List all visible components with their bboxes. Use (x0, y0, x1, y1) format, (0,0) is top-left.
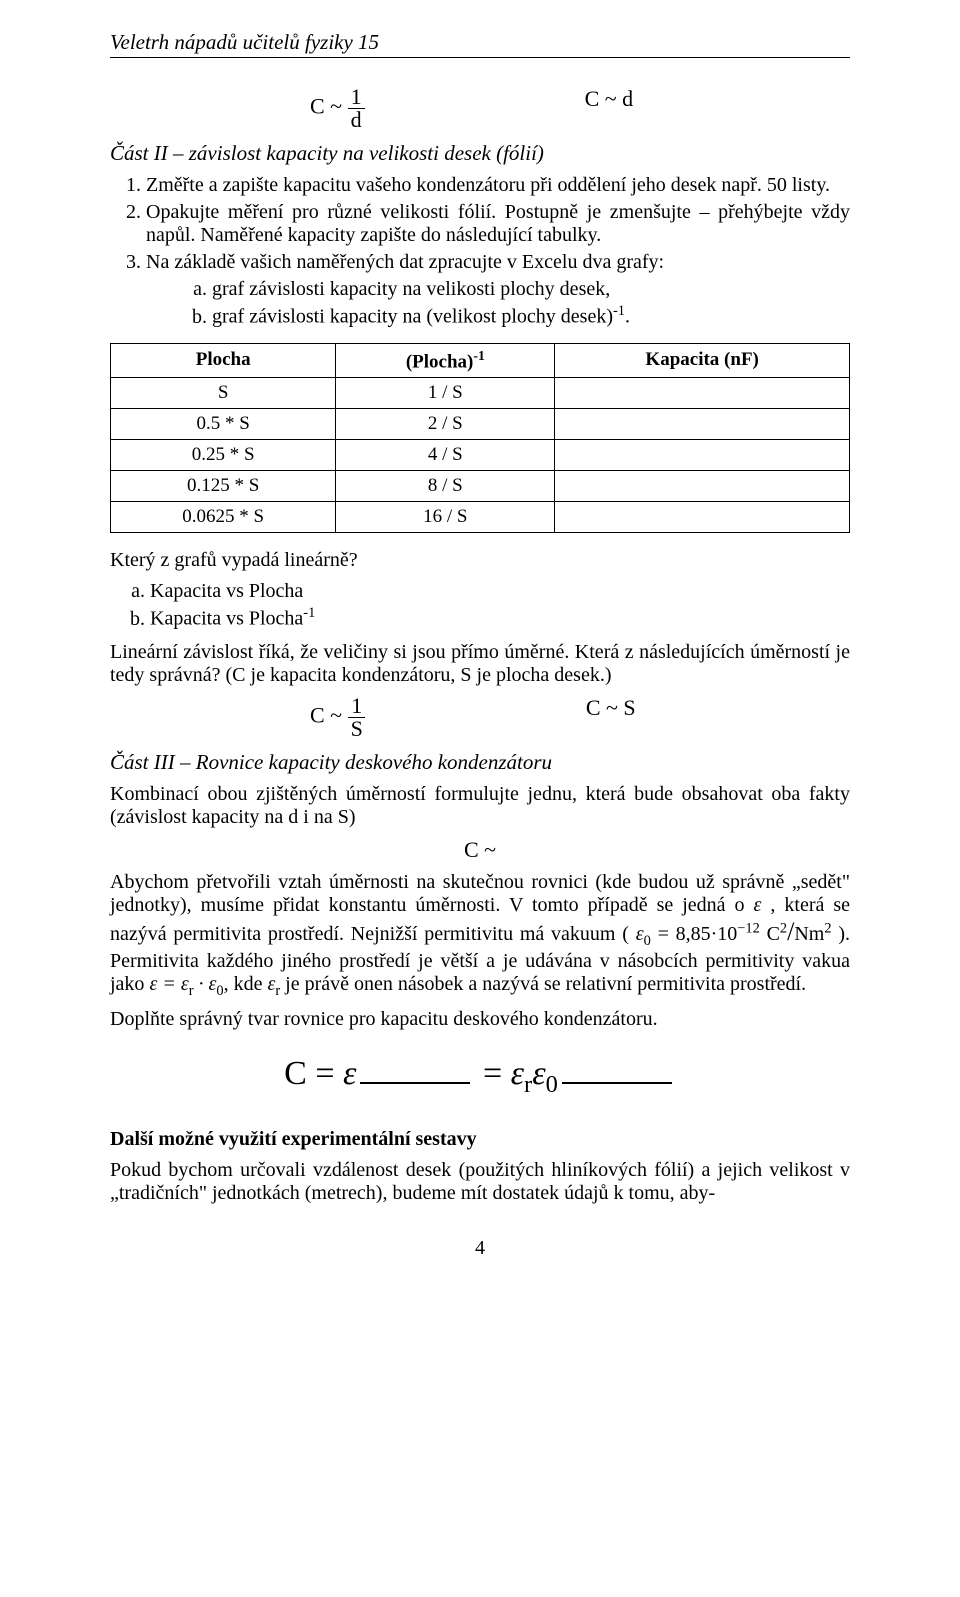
cell: 1 / S (336, 377, 555, 408)
last-paragraph: Pokud bychom určovali vzdálenost desek (… (110, 1159, 850, 1205)
option-b-text: Kapacita vs Plocha (150, 608, 303, 630)
eq2-left: C ~ 1S (310, 695, 366, 740)
cell: 0.0625 * S (111, 501, 336, 532)
bigeq-blank-2 (562, 1082, 672, 1084)
perm-eq-eps: ε (636, 923, 644, 945)
table-row: S 1 / S (111, 377, 850, 408)
section-4-title: Další možné využití experimentální sesta… (110, 1128, 850, 1151)
option-b: Kapacita vs Plocha-1 (150, 605, 850, 631)
table-row: 0.5 * S 2 / S (111, 408, 850, 439)
table-body: S 1 / S 0.5 * S 2 / S 0.25 * S 4 / S 0.1… (111, 377, 850, 532)
list-item-3-text: Na základě vašich naměřených dat zpracuj… (146, 251, 664, 273)
bigeq-eps1: ε (343, 1055, 356, 1092)
cell: 16 / S (336, 501, 555, 532)
equation-row-1: C ~ 1d C ~ d (310, 86, 850, 131)
bigeq-eps-0: ε (532, 1055, 545, 1092)
perm-eq-val: = 8,85·10 (651, 923, 737, 945)
linear-paragraph: Lineární závislost říká, že veličiny si … (110, 641, 850, 687)
perm-eq-er1: ε = ε (149, 973, 188, 995)
cell (555, 439, 850, 470)
eq1-left-text: C ~ (310, 94, 348, 119)
area-table: Plocha (Plocha)-1 Kapacita (nF) S 1 / S … (110, 343, 850, 533)
permittivity-paragraph: Abychom přetvořili vztah úměrnosti na sk… (110, 871, 850, 1000)
th-plocha-inv-text: (Plocha) (406, 351, 474, 372)
combine-paragraph: Kombinací obou zjištěných úměrností form… (110, 783, 850, 829)
linear-options: Kapacita vs Plocha Kapacita vs Plocha-1 (122, 580, 850, 631)
perm-eps-rel-eq: ε = εr · ε0 (149, 973, 223, 995)
th-kapacita: Kapacita (nF) (555, 343, 850, 377)
cell: 4 / S (336, 439, 555, 470)
cell: 0.25 * S (111, 439, 336, 470)
eq2-right: C ~ S (586, 695, 636, 740)
cell (555, 501, 850, 532)
perm-er-sym: εr (267, 973, 280, 995)
th-plocha-inv-sup: -1 (473, 348, 484, 363)
bigeq-eps-r: ε (511, 1055, 524, 1092)
table-row: 0.0625 * S 16 / S (111, 501, 850, 532)
fill-instruction: Doplňte správný tvar rovnice pro kapacit… (110, 1008, 850, 1031)
fraction-1d: 1d (348, 86, 365, 131)
th-plocha-inv: (Plocha)-1 (336, 343, 555, 377)
list-item: Změřte a zapište kapacitu vašeho kondenz… (146, 174, 850, 197)
bigeq-c: C = (284, 1055, 343, 1092)
equation-row-2: C ~ 1S C ~ S (310, 695, 850, 740)
sublist-item-b-sup: -1 (613, 303, 625, 319)
th-plocha: Plocha (111, 343, 336, 377)
cell (555, 408, 850, 439)
big-equation: C = ε = εrε0 (110, 1055, 850, 1099)
cell (555, 470, 850, 501)
cell: 0.125 * S (111, 470, 336, 501)
perm-eq-sub0: 0 (644, 933, 651, 949)
sublist-item: graf závislosti kapacity na velikosti pl… (212, 278, 850, 301)
perm-unit-c: C (760, 923, 780, 945)
table-row: 0.125 * S 8 / S (111, 470, 850, 501)
list-item: Opakujte měření pro různé velikosti fóli… (146, 201, 850, 247)
bigeq-eps-0-sub: 0 (546, 1070, 558, 1097)
perm-text-e: , kde (224, 973, 268, 995)
list-item: Na základě vašich naměřených dat zpracuj… (146, 251, 850, 329)
bigeq-blank-1 (360, 1082, 470, 1084)
perm-text-g: je právě onen násobek a nazývá se relati… (280, 973, 806, 995)
option-a: Kapacita vs Plocha (150, 580, 850, 603)
sublist-item-b-dot: . (625, 306, 630, 328)
sublist-item-b-text: graf závislosti kapacity na (velikost pl… (212, 306, 613, 328)
section-2-title: Část II – závislost kapacity na velikost… (110, 141, 850, 166)
sublist-item: graf závislosti kapacity na (velikost pl… (212, 303, 850, 329)
perm-eps0-eq: ε0 = 8,85·10−12 C2/Nm2 (636, 923, 832, 945)
cell (555, 377, 850, 408)
perm-eq-e0-sub: 0 (216, 983, 223, 999)
perm-unit-nm-exp: 2 (824, 920, 831, 936)
eq1-right: C ~ d (585, 86, 634, 131)
frac-den: d (348, 109, 365, 131)
eq2-left-text: C ~ (310, 702, 348, 727)
perm-unit-nm: Nm (794, 923, 824, 945)
table-header-row: Plocha (Plocha)-1 Kapacita (nF) (111, 343, 850, 377)
section-2-sublist: graf závislosti kapacity na velikosti pl… (184, 278, 850, 329)
fraction-1s: 1S (348, 695, 366, 740)
frac-num: 1 (348, 695, 365, 718)
frac-num: 1 (348, 86, 365, 109)
perm-eq-dot: · ε (194, 973, 217, 995)
equation-c-blank: C ~ (110, 837, 850, 863)
perm-text-a: Abychom přetvořili vztah úměrnosti na sk… (110, 871, 850, 916)
cell: 2 / S (336, 408, 555, 439)
eq1-left: C ~ 1d (310, 86, 365, 131)
page-header: Veletrh nápadů učitelů fyziky 15 (110, 30, 850, 58)
table-row: 0.25 * S 4 / S (111, 439, 850, 470)
frac-den: S (348, 718, 366, 740)
cell: 0.5 * S (111, 408, 336, 439)
linear-question: Který z grafů vypadá lineárně? (110, 549, 850, 572)
cell: 8 / S (336, 470, 555, 501)
perm-eq-exp: −12 (737, 920, 760, 936)
page-number: 4 (110, 1237, 850, 1260)
option-b-sup: -1 (303, 605, 315, 621)
cell: S (111, 377, 336, 408)
bigeq-eq2: = (474, 1055, 510, 1092)
section-2-list: Změřte a zapište kapacitu vašeho kondenz… (110, 174, 850, 329)
section-3-title: Část III – Rovnice kapacity deskového ko… (110, 750, 850, 775)
bigeq-eps-r-sub: r (524, 1070, 532, 1097)
